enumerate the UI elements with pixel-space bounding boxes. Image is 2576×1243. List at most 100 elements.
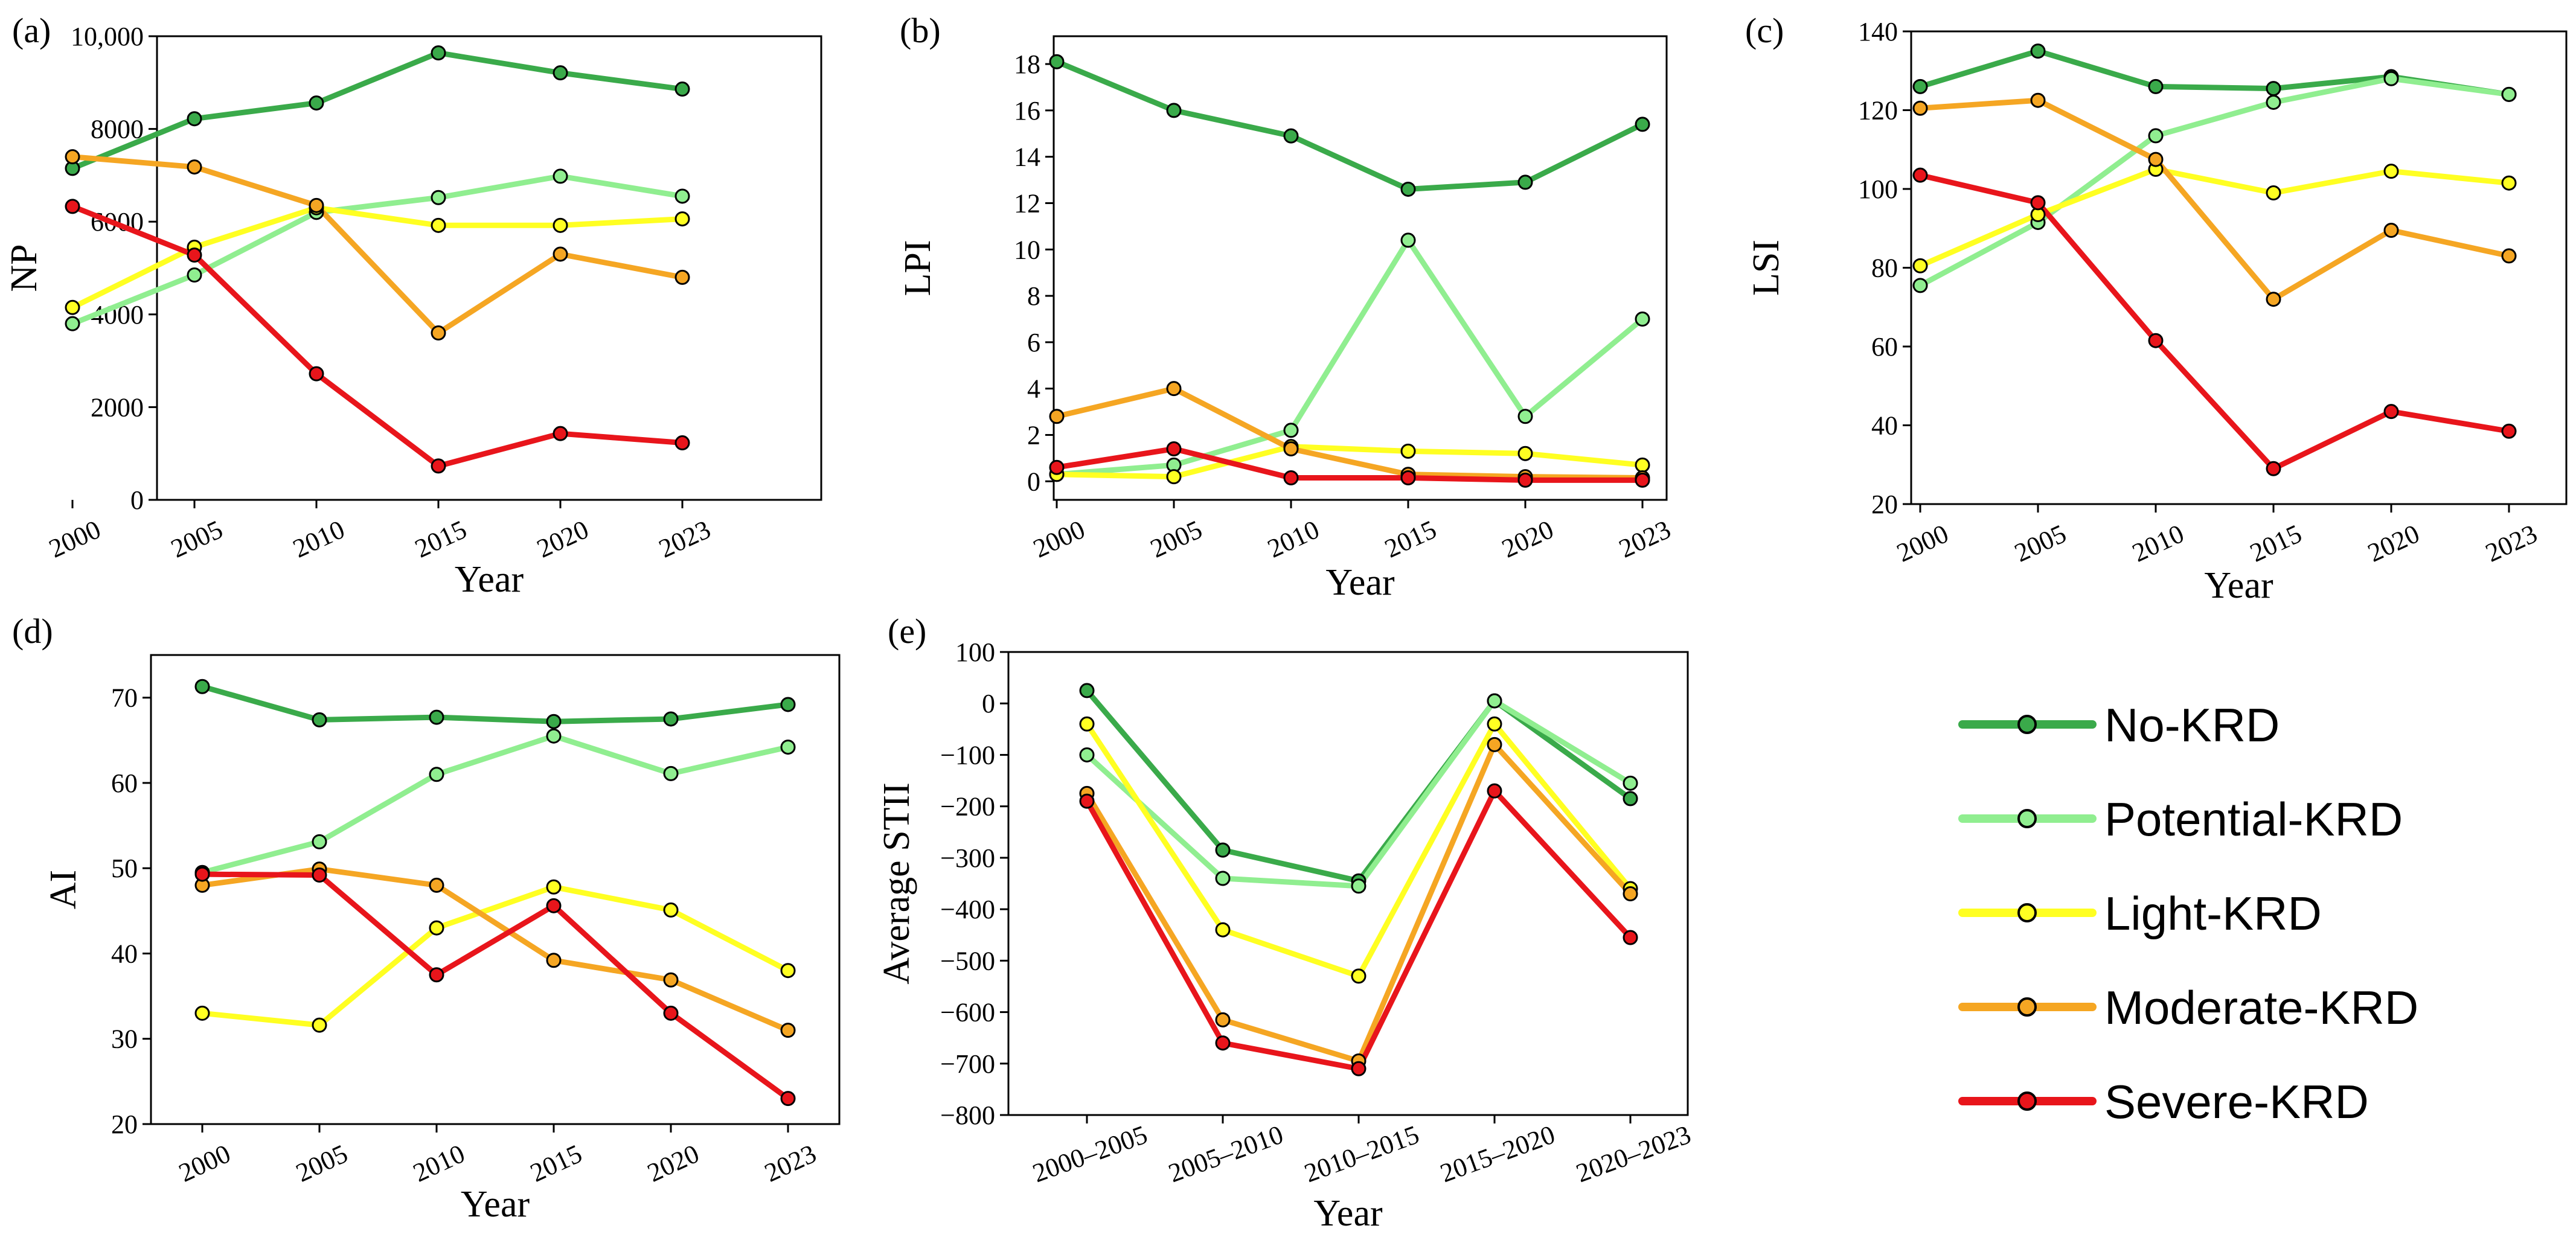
series-line-potential (1054, 237, 1645, 478)
x-tick-label: 2010 (2128, 519, 2188, 568)
data-point-severe (1912, 167, 1928, 183)
data-point-severe (187, 247, 202, 263)
data-point-potential (2501, 86, 2517, 102)
panel-label: (e) (888, 612, 926, 651)
data-point-severe (1283, 470, 1299, 486)
data-point-potential (1351, 878, 1366, 894)
data-point-light (780, 963, 796, 979)
data-point-no (1623, 791, 1638, 807)
data-point-no (674, 81, 690, 97)
y-axis-title: Average STII (876, 782, 917, 985)
x-tick-label: 2015–2020 (1437, 1119, 1559, 1188)
data-point-no (2030, 43, 2046, 59)
x-tick-label: 2015 (526, 1139, 586, 1188)
data-point-potential (312, 834, 327, 849)
x-tick-label: 2015 (1380, 514, 1441, 564)
data-point-severe (1635, 472, 1650, 488)
series-line-no (69, 50, 685, 171)
y-tick-label: 12 (1014, 188, 1040, 218)
y-tick-label: 8000 (91, 115, 144, 144)
data-point-severe (2383, 404, 2399, 420)
data-point-severe (312, 867, 327, 883)
data-point-potential (1635, 311, 1650, 327)
x-tick-label: 2020 (533, 514, 593, 564)
x-axis-title: Year (1325, 562, 1395, 603)
panel-label: (b) (900, 11, 941, 50)
data-point-no (1400, 181, 1416, 197)
data-point-no (1049, 54, 1065, 69)
panel-e-stii-chart: (e) −800 −700 −600 −500 −400 −300 −200 −100 0 100 2… (876, 612, 1694, 1234)
data-point-moderate (187, 159, 202, 175)
x-tick-label: 2015 (411, 514, 471, 564)
data-point-no (2266, 81, 2281, 97)
series-line-light (1917, 166, 2512, 269)
y-tick-label: 8 (1027, 281, 1040, 311)
series-line-moderate (199, 866, 791, 1034)
data-point-no (546, 714, 562, 729)
data-point-moderate (1215, 1012, 1231, 1027)
data-point-severe (1049, 459, 1065, 475)
y-tick-label: 140 (1858, 17, 1898, 46)
x-tick-label: 2010–2015 (1301, 1119, 1423, 1188)
x-tick-label: 2000 (175, 1139, 235, 1188)
y-tick-label: 60 (111, 768, 138, 798)
y-tick-label: −100 (940, 740, 995, 770)
data-point-moderate (65, 149, 80, 165)
data-point-potential (553, 168, 568, 184)
data-point-light (546, 879, 562, 895)
data-point-severe (1079, 793, 1095, 809)
data-point-moderate (553, 246, 568, 262)
panel-label: (a) (12, 11, 51, 50)
data-point-moderate (431, 325, 446, 341)
data-point-light (2266, 185, 2281, 201)
data-point-moderate (663, 972, 679, 988)
data-point-severe (546, 898, 562, 913)
data-point-potential (1400, 232, 1416, 248)
y-tick-label: 4 (1027, 374, 1040, 404)
data-point-no (2148, 78, 2164, 94)
data-point-potential (2383, 71, 2399, 86)
x-tick-label: 2020 (1498, 514, 1558, 564)
x-tick-label: 2005 (167, 514, 227, 564)
data-point-potential (1215, 871, 1231, 886)
x-tick-label: 2010 (409, 1139, 469, 1188)
panel-b-lpi-chart: (b) 0 2 4 6 8 10 12 14 16 18 2000 2005 2010 2015 2020 20… (897, 11, 1675, 603)
legend-marker-severe (2017, 1091, 2037, 1111)
data-point-light (194, 1005, 210, 1021)
data-point-no (1166, 103, 1182, 118)
y-axis-title: LPI (897, 240, 938, 296)
y-tick-label: −600 (940, 998, 995, 1027)
series-line-light (1054, 444, 1645, 480)
data-point-light (674, 211, 690, 227)
legend-label-no: No-KRD (2104, 698, 2280, 752)
y-tick-label: 40 (1871, 411, 1898, 441)
x-tick-label: 2000 (1029, 514, 1089, 564)
data-point-moderate (429, 877, 444, 893)
x-axis-title: Year (1313, 1193, 1383, 1234)
y-axis-title: NP (4, 244, 45, 292)
x-axis-title: Year (455, 559, 524, 600)
data-point-moderate (1912, 100, 1928, 116)
data-point-potential (1623, 775, 1638, 791)
data-point-severe (309, 366, 324, 382)
data-point-severe (553, 426, 568, 441)
data-point-light (1635, 457, 1650, 473)
data-point-severe (2501, 423, 2517, 439)
series-line-no (1917, 48, 2512, 97)
y-tick-label: 100 (955, 637, 995, 667)
data-point-light (553, 217, 568, 233)
plot-frame (150, 654, 841, 1125)
x-tick-label: 2010 (1263, 514, 1324, 564)
legend-label-moderate: Moderate-KRD (2104, 981, 2418, 1034)
y-tick-label: 100 (1858, 174, 1898, 204)
y-tick-label: 6 (1027, 328, 1040, 357)
data-point-potential (1283, 423, 1299, 438)
data-point-no (780, 697, 796, 712)
y-tick-label: 50 (111, 854, 138, 883)
legend-marker-potential (2017, 809, 2037, 828)
legend-marker-moderate (2017, 997, 2037, 1017)
y-tick-label: 80 (1871, 254, 1898, 283)
data-point-no (431, 45, 446, 61)
data-point-no (553, 65, 568, 81)
legend: No-KRD Potential-KRD Light-KRD Moderate-KRD… (1958, 698, 2418, 1128)
